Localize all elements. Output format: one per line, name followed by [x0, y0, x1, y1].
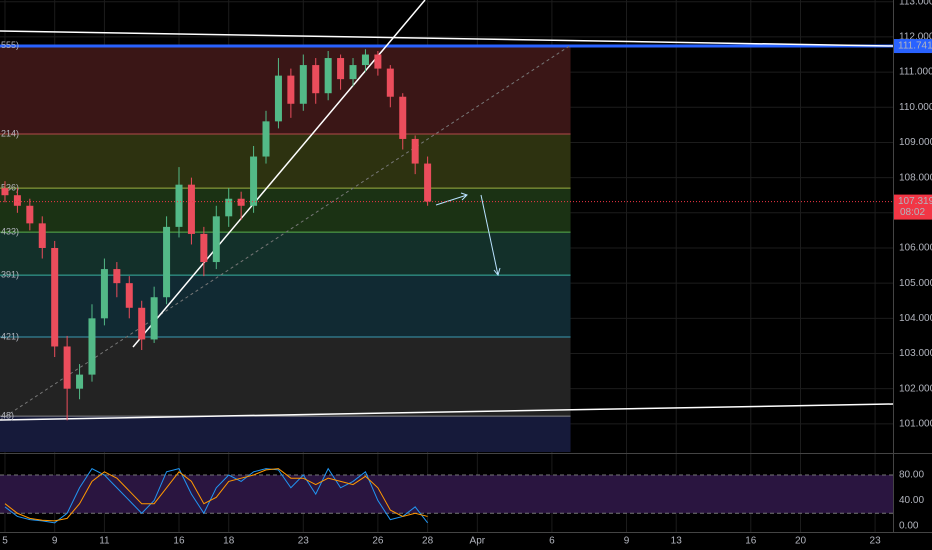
- trendline: [0, 30, 894, 47]
- price-label: 107.319: [898, 196, 932, 207]
- y-tick-label: 106.000: [899, 243, 932, 254]
- fib-band: [0, 336, 571, 417]
- candle-body: [349, 65, 357, 80]
- x-tick-label: 11: [99, 536, 110, 547]
- candle-body: [225, 198, 233, 217]
- y-tick-label: 112.000: [899, 32, 932, 43]
- background-layer: [0, 0, 893, 532]
- fib-label: 214): [1, 128, 19, 138]
- arrow: [480, 194, 501, 277]
- candle-body: [26, 205, 34, 224]
- candle-body: [51, 247, 59, 347]
- arrow: [435, 192, 468, 206]
- y-tick-label: 111.000: [899, 67, 932, 78]
- fib-label: 555): [1, 40, 19, 50]
- y-tick-label: 0.00: [899, 521, 919, 532]
- candle-body: [212, 216, 220, 263]
- y-tick-label: 101.000: [899, 419, 932, 430]
- x-tick-label: 23: [870, 536, 882, 547]
- y-tick-label: 104.000: [899, 313, 932, 324]
- y-tick-label: 113.000: [899, 0, 932, 7]
- fib-label: 48): [1, 410, 14, 420]
- candle-body: [150, 297, 158, 340]
- fib-label: 536): [1, 183, 19, 193]
- x-tick-label: 26: [372, 536, 384, 547]
- candle-body: [63, 346, 71, 389]
- x-tick-label: 28: [422, 536, 434, 547]
- candle-body: [312, 65, 320, 94]
- candle-body: [38, 223, 46, 248]
- candle-body: [274, 75, 282, 122]
- x-tick-label: 5: [2, 536, 8, 547]
- x-tick-label: 23: [298, 536, 310, 547]
- fib-band: [0, 416, 571, 452]
- x-tick-label: 18: [223, 536, 235, 547]
- candle-body: [100, 269, 108, 319]
- price-label: 111.741: [898, 41, 932, 52]
- candle-body: [237, 198, 245, 206]
- candle-body: [187, 184, 195, 234]
- fib-label: 421): [1, 331, 19, 341]
- fib-label: 391): [1, 269, 19, 279]
- y-tick-label: 108.000: [899, 172, 932, 183]
- candle-body: [399, 96, 407, 139]
- y-tick-label: 40.00: [899, 495, 924, 506]
- candle-body: [424, 163, 432, 202]
- x-tick-label: 9: [624, 536, 630, 547]
- fib-label: 433): [1, 227, 19, 237]
- fib-band: [0, 275, 571, 337]
- y-tick-label: 103.000: [899, 348, 932, 359]
- x-tick-label: 16: [745, 536, 757, 547]
- candle-body: [76, 374, 84, 389]
- countdown-label: 08:02: [900, 207, 925, 218]
- candle-body: [200, 233, 208, 263]
- candle-body: [138, 307, 146, 340]
- x-tick-label: 13: [671, 536, 683, 547]
- candle-body: [374, 54, 382, 69]
- candle-body: [324, 58, 332, 94]
- y-tick-label: 80.00: [899, 470, 924, 481]
- fib-band: [0, 232, 571, 276]
- y-tick-label: 109.000: [899, 137, 932, 148]
- x-tick-label: 20: [795, 536, 807, 547]
- oscillator-line: [4, 467, 429, 524]
- candle-body: [361, 54, 369, 66]
- candle-body: [250, 156, 258, 206]
- candle-body: [299, 65, 307, 104]
- fib-band: [0, 134, 571, 189]
- candle-body: [163, 226, 171, 298]
- x-tick-label: 6: [549, 536, 555, 547]
- candle-body: [337, 58, 345, 80]
- fib-band: [0, 188, 571, 233]
- candle-body: [125, 283, 133, 308]
- x-tick-label: 16: [173, 536, 185, 547]
- candle-body: [411, 138, 419, 164]
- y-tick-label: 110.000: [899, 102, 932, 113]
- candle-body: [88, 318, 96, 375]
- candle-body: [13, 195, 21, 206]
- candle-body: [386, 68, 394, 97]
- y-tick-label: 102.000: [899, 383, 932, 394]
- candle-body: [262, 121, 270, 157]
- candle-body: [287, 75, 295, 104]
- fib-band: [0, 45, 571, 135]
- x-tick-label: Apr: [470, 536, 486, 547]
- oscillator-band: [0, 475, 893, 514]
- candle-body: [175, 184, 183, 227]
- trendline: [0, 403, 894, 421]
- x-tick-label: 9: [52, 536, 58, 547]
- oscillator-line: [4, 468, 428, 522]
- candle-body: [113, 269, 121, 284]
- price-label-box: [894, 194, 932, 220]
- price-label-box: [894, 39, 932, 54]
- y-tick-label: 105.000: [899, 278, 932, 289]
- candle-body: [1, 188, 9, 196]
